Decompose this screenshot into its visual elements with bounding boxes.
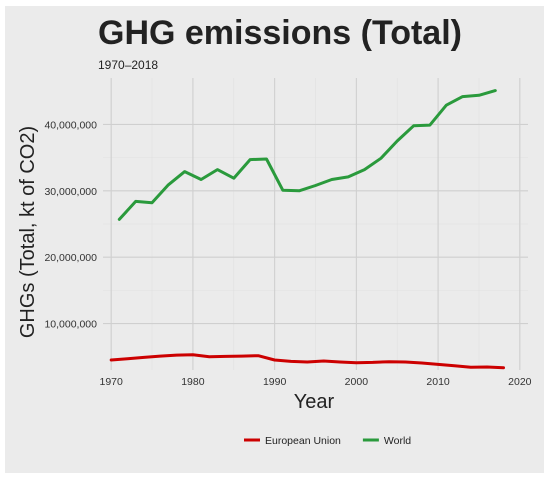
series-line — [117, 89, 497, 221]
x-tick-label: 1990 — [263, 376, 287, 388]
legend-label: World — [384, 435, 411, 447]
x-tick-label: 2020 — [508, 376, 532, 388]
y-axis-label: GHGs (Total, kt of CO2) — [17, 126, 39, 338]
series-line — [109, 353, 505, 370]
x-tick-label: 1980 — [181, 376, 205, 388]
x-tick-label: 2000 — [345, 376, 369, 388]
series-lines — [109, 89, 505, 370]
x-tick-label: 1970 — [99, 376, 123, 388]
chart-title: GHG emissions (Total) — [98, 14, 462, 52]
y-tick-label: 30,000,000 — [44, 186, 97, 198]
legend-label: European Union — [265, 435, 341, 447]
gridlines — [103, 78, 528, 370]
y-axis-ticks: 10,000,000 20,000,000 30,000,000 40,000,000 — [44, 119, 97, 330]
x-axis-label: Year — [294, 391, 335, 413]
y-tick-label: 40,000,000 — [44, 119, 97, 131]
legend: European Union World — [244, 435, 411, 447]
chart-subtitle: 1970–2018 — [98, 58, 159, 72]
x-axis-ticks: 1970 1980 1990 2000 2010 2020 — [99, 376, 531, 388]
y-tick-label: 20,000,000 — [44, 252, 97, 264]
x-tick-label: 2010 — [426, 376, 450, 388]
y-tick-label: 10,000,000 — [44, 319, 97, 331]
